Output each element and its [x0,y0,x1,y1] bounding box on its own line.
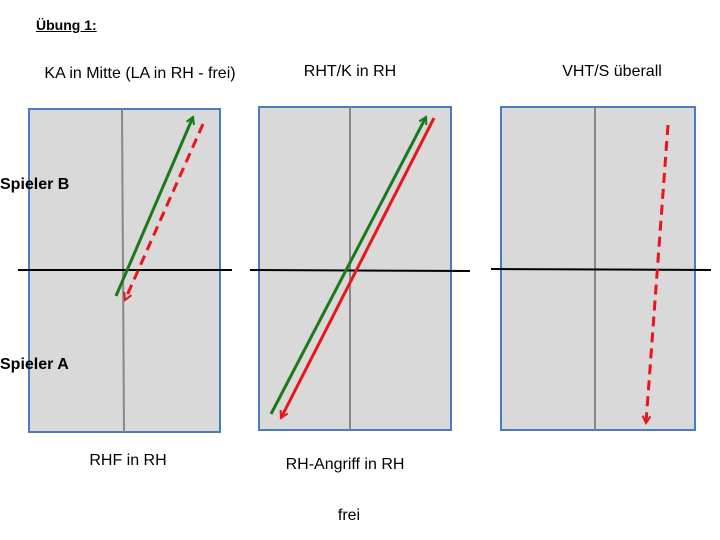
panel-caption: RHF in RH [89,452,167,469]
player-label: Spieler B [0,176,70,193]
player-label: Spieler A [0,356,69,373]
panel-title: KA in Mitte (LA in RH - frei) [44,65,236,82]
table-1 [18,108,232,433]
panel-title: VHT/S überall [562,63,662,80]
note: frei [337,507,361,524]
panel-caption: RH-Angriff in RH [285,456,405,473]
table-3 [490,106,712,431]
table-2 [249,106,471,431]
panel-title: RHT/K in RH [303,63,397,80]
title: Übung 1: [36,17,97,33]
